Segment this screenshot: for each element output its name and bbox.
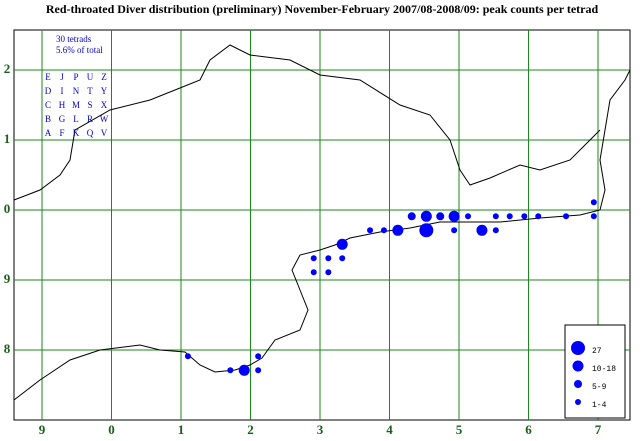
inset: 30 tetrads 5.6% of total bbox=[56, 34, 103, 55]
count-dot bbox=[325, 255, 332, 262]
count-dot bbox=[184, 353, 191, 360]
legend-symbol bbox=[575, 399, 581, 405]
tetrad-count: 30 tetrads bbox=[56, 34, 92, 44]
tetrad-letter: D bbox=[45, 86, 52, 96]
tetrad-letter: B bbox=[45, 114, 51, 124]
legend-symbol bbox=[571, 341, 585, 355]
percent-total: 5.6% of total bbox=[56, 45, 103, 55]
tetrad-letter: A bbox=[45, 128, 52, 138]
count-dot bbox=[367, 227, 374, 234]
count-dot bbox=[310, 255, 317, 262]
count-dot bbox=[255, 367, 262, 374]
count-dot bbox=[492, 213, 499, 220]
tetrad-letter: Y bbox=[101, 86, 108, 96]
count-dot bbox=[380, 227, 387, 234]
count-dot bbox=[392, 224, 404, 236]
count-dot bbox=[255, 353, 262, 360]
count-dot bbox=[535, 213, 542, 220]
count-dot bbox=[465, 213, 472, 220]
tetrad-letter: V bbox=[101, 128, 108, 138]
count-dot bbox=[451, 227, 458, 234]
tetrad-letter: G bbox=[59, 114, 66, 124]
y-grid-label: 9 bbox=[4, 271, 11, 286]
legend-symbol bbox=[572, 360, 584, 372]
tetrad-letter: Z bbox=[101, 72, 107, 82]
count-dot bbox=[325, 269, 332, 276]
count-dot bbox=[310, 269, 317, 276]
count-dot bbox=[476, 224, 488, 236]
y-grid-label: 2 bbox=[4, 61, 11, 76]
tetrad-letter: I bbox=[61, 86, 64, 96]
tetrad-letter: U bbox=[87, 72, 94, 82]
tetrad-letter: E bbox=[45, 72, 51, 82]
count-dot bbox=[436, 212, 445, 221]
y-grid-label: 0 bbox=[4, 201, 11, 216]
tetrad-letter: M bbox=[72, 100, 80, 110]
tetrad-letter: X bbox=[101, 100, 108, 110]
count-dot bbox=[492, 227, 499, 234]
tetrad-letter: P bbox=[73, 72, 78, 82]
dots bbox=[184, 199, 597, 376]
x-grid-label: 6 bbox=[525, 422, 532, 437]
map-frame bbox=[13, 29, 631, 421]
x-grid-label: 5 bbox=[456, 422, 463, 437]
legend-box bbox=[564, 324, 626, 419]
count-dot bbox=[339, 255, 346, 262]
count-dot bbox=[521, 213, 528, 220]
tetrad-letter: N bbox=[73, 86, 80, 96]
tetrad-letter: T bbox=[87, 86, 93, 96]
count-dot bbox=[420, 210, 432, 222]
count-dot bbox=[227, 367, 234, 374]
x-grid-label: 9 bbox=[39, 422, 46, 437]
tetrad-letter: F bbox=[59, 128, 64, 138]
count-dot bbox=[590, 199, 597, 206]
count-dot bbox=[419, 223, 434, 238]
legend-symbol bbox=[574, 380, 582, 388]
count-dot bbox=[336, 238, 348, 250]
legend-label: 27 bbox=[592, 347, 602, 356]
tetrad-letter: K bbox=[73, 128, 80, 138]
coast bbox=[13, 44, 601, 201]
tetrad-letter: S bbox=[87, 100, 92, 110]
legend-label: 1-4 bbox=[592, 401, 607, 410]
count-dot bbox=[407, 212, 416, 221]
count-dot bbox=[448, 210, 460, 222]
tetrad-letter: C bbox=[45, 100, 51, 110]
count-dot bbox=[590, 213, 597, 220]
tetrad-letter: Q bbox=[87, 128, 94, 138]
x-grid-label: 7 bbox=[595, 422, 602, 437]
legend-label: 5-9 bbox=[592, 383, 607, 392]
count-dot bbox=[563, 213, 570, 220]
tetrad-letter: L bbox=[73, 114, 79, 124]
tetrad-letter: W bbox=[100, 114, 109, 124]
tetrad-letter: R bbox=[87, 114, 93, 124]
x-grid-label: 4 bbox=[386, 422, 393, 437]
count-dot bbox=[238, 364, 250, 376]
x-grid-label: 0 bbox=[108, 422, 115, 437]
count-dot bbox=[506, 213, 513, 220]
tetrad-letter: H bbox=[59, 100, 66, 110]
x-grid-label: 1 bbox=[178, 422, 185, 437]
coast bbox=[13, 344, 161, 401]
y-grid-label: 1 bbox=[4, 131, 11, 146]
x-grid-label: 3 bbox=[317, 422, 324, 437]
x-grid-label: 2 bbox=[247, 422, 254, 437]
legend-label: 10-18 bbox=[592, 365, 616, 374]
title: Red-throated Diver distribution (prelimi… bbox=[46, 2, 599, 16]
tetrad-letter: J bbox=[60, 72, 64, 82]
y-grid-label: 8 bbox=[4, 341, 11, 356]
